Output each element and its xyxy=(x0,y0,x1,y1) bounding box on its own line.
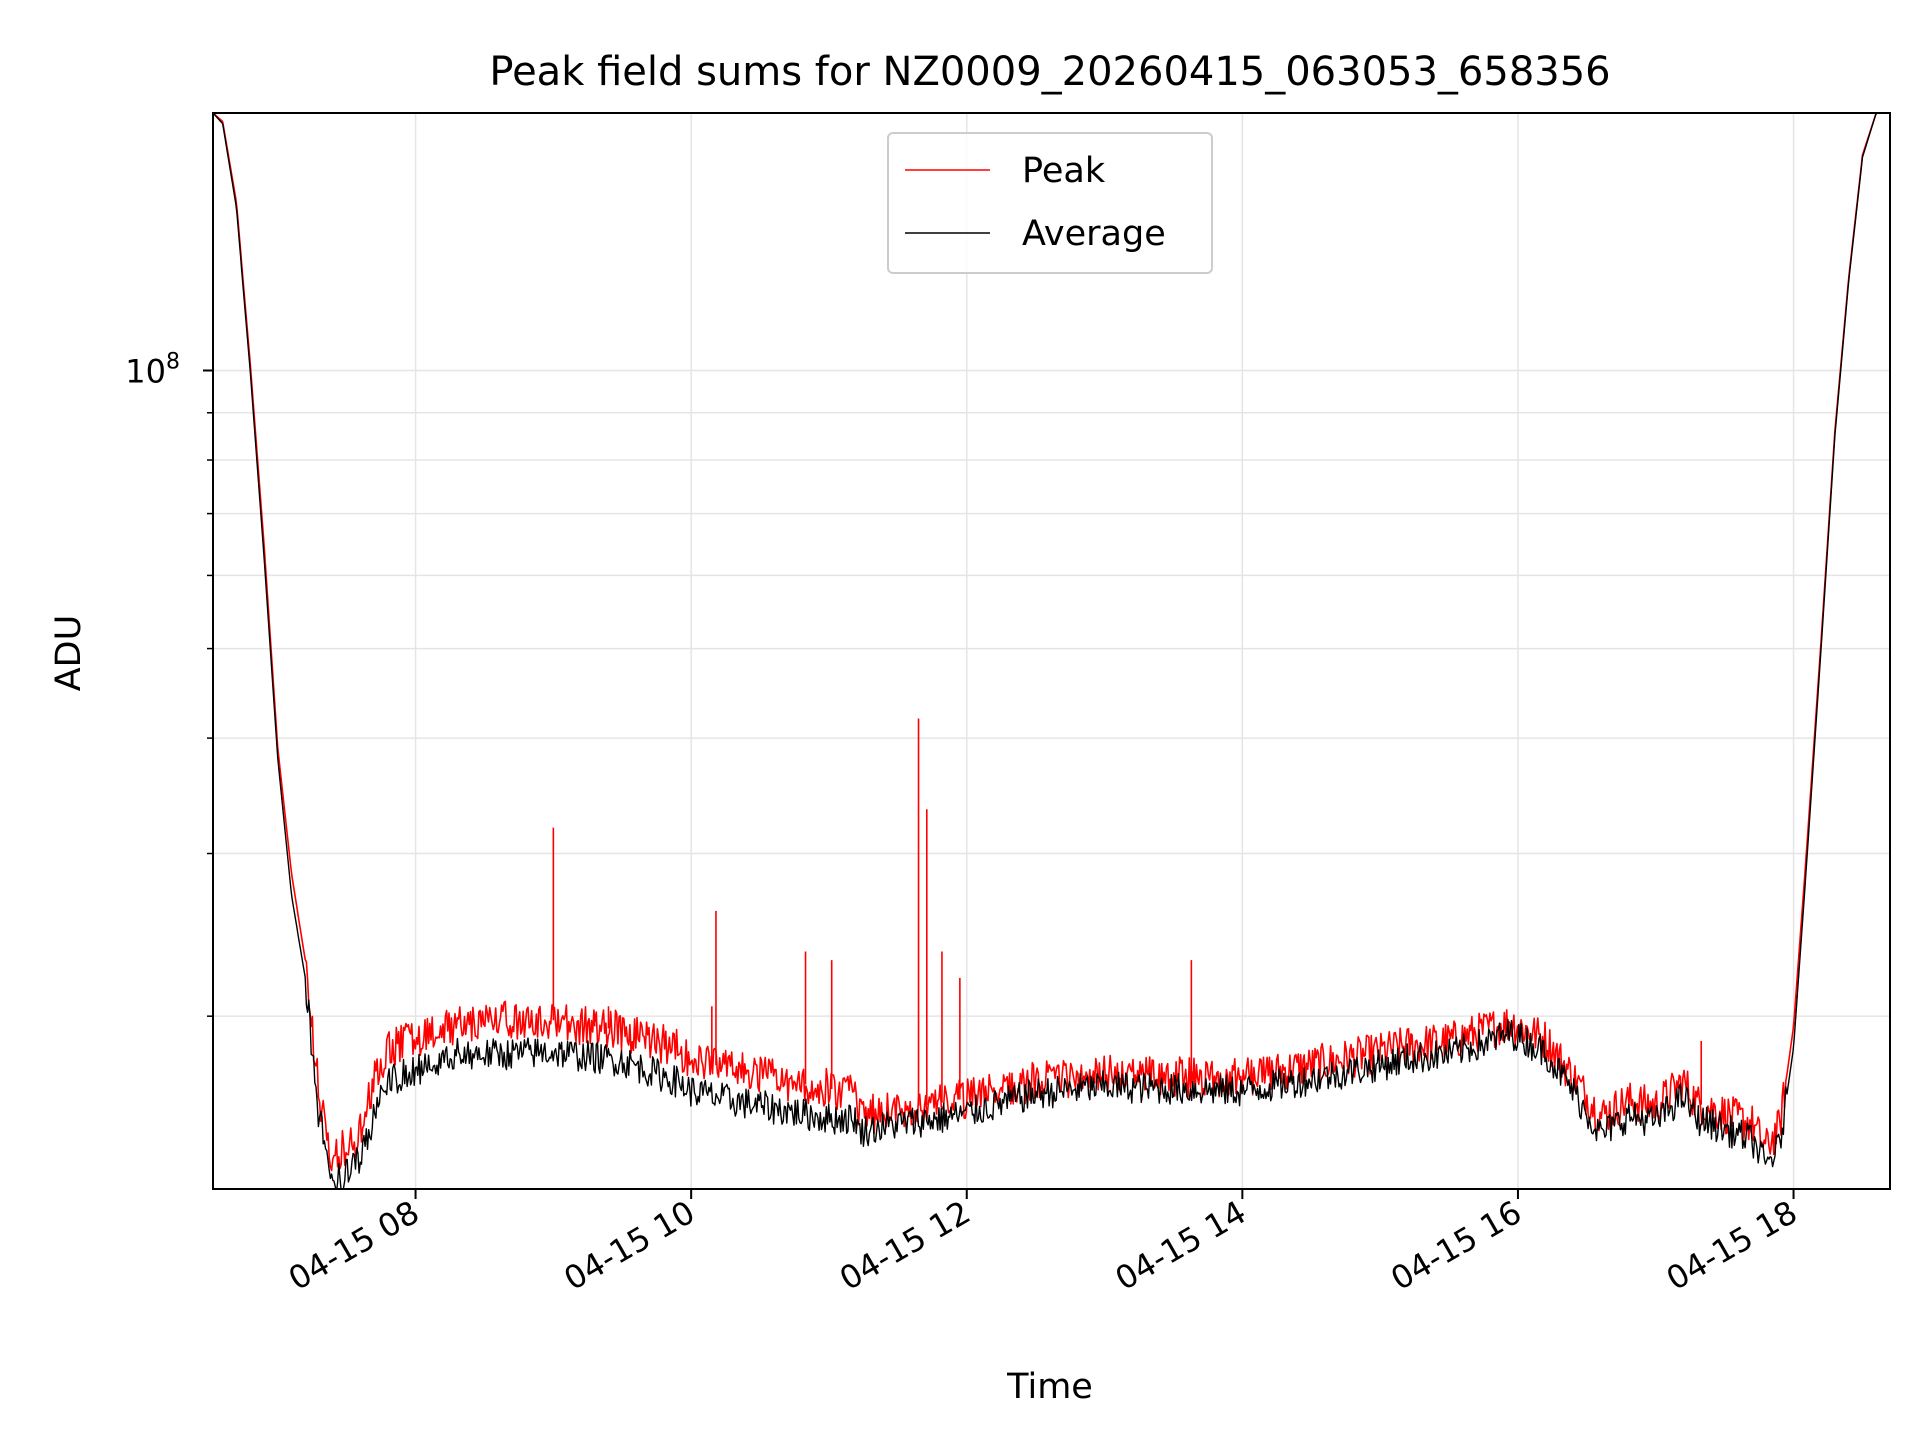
plot-frame xyxy=(212,112,1891,1190)
y-axis-label: ADU xyxy=(49,615,89,692)
legend: Peak Average xyxy=(887,132,1213,274)
grid-layer xyxy=(213,113,1890,1189)
x-axis-label: Time xyxy=(1006,1367,1093,1407)
chart-title: Peak field sums for NZ0009_20260415_0630… xyxy=(489,49,1610,95)
y-tick-label-exponent: 8 xyxy=(166,350,180,375)
series-line-peak xyxy=(213,113,1890,1172)
legend-label-peak: Peak xyxy=(1022,151,1106,191)
y-tick-label-base: 10 xyxy=(125,353,166,391)
legend-box xyxy=(887,132,1213,274)
series-layer xyxy=(213,113,1890,1189)
series-line-average xyxy=(213,113,1890,1189)
y-tick-label-1e8: 108 xyxy=(125,350,180,391)
legend-label-average: Average xyxy=(1022,214,1166,254)
